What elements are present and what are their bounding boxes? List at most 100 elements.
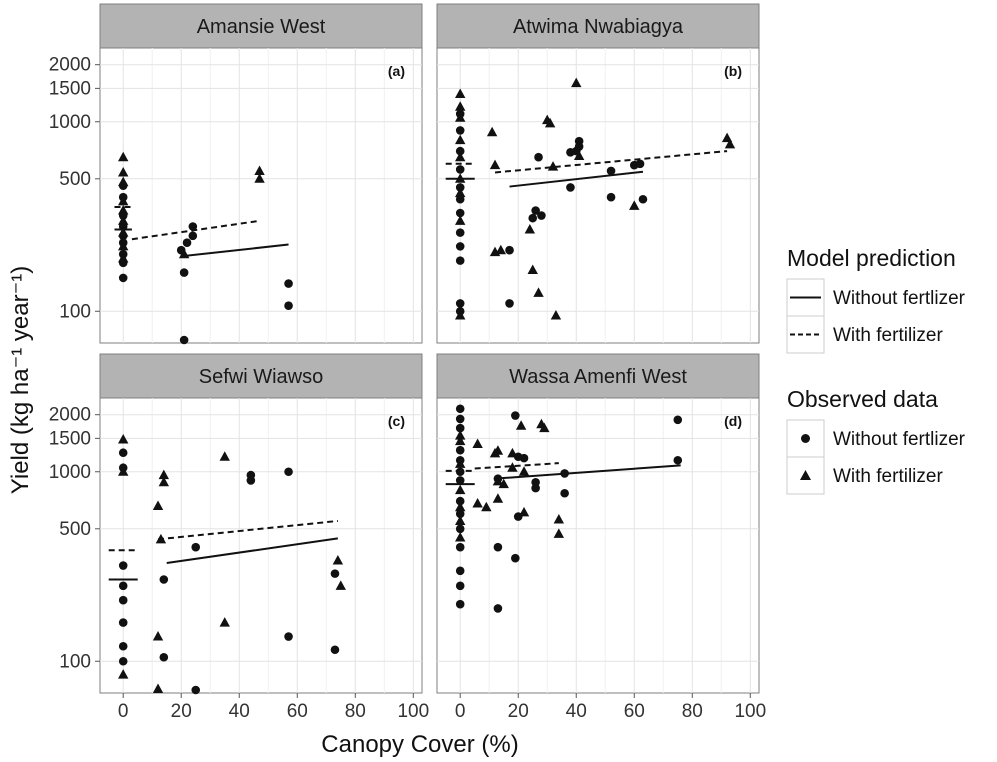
point-without-fertlizer <box>455 256 465 265</box>
point-without-fertlizer <box>188 222 198 231</box>
point-with-fertilizer <box>518 466 530 476</box>
y-tick-label: 2000 <box>49 405 91 426</box>
point-without-fertlizer <box>455 467 465 477</box>
legend-title-model-prediction: Model prediction <box>787 245 956 271</box>
point-without-fertlizer <box>566 183 575 192</box>
point-with-fertilizer <box>539 422 550 433</box>
point-with-fertilizer <box>455 173 466 183</box>
panels-layer: Amansie West (a) Atwima Nwabiagya (b) Sefwi … <box>99 3 760 695</box>
point-with-fertilizer <box>152 500 164 510</box>
point-with-fertilizer <box>118 205 129 215</box>
point-with-fertilizer <box>455 112 466 122</box>
point-with-fertilizer <box>455 430 466 440</box>
legend-key-circle-marker <box>801 434 810 443</box>
point-without-fertlizer <box>455 581 465 591</box>
point-with-fertilizer <box>254 173 265 183</box>
point-without-fertlizer <box>574 142 584 151</box>
point-with-fertilizer <box>724 138 736 149</box>
point-without-fertlizer <box>673 455 683 465</box>
point-without-fertlizer <box>284 301 293 310</box>
legend-title-observed-data: Observed data <box>787 386 938 412</box>
x-tick-label: 80 <box>345 701 366 722</box>
point-without-fertlizer <box>118 561 128 570</box>
point-without-fertlizer <box>493 542 503 552</box>
point-without-fertlizer <box>118 581 128 591</box>
point-with-fertilizer <box>455 484 466 495</box>
point-without-fertlizer <box>179 268 189 277</box>
point-with-fertilizer <box>118 195 129 206</box>
point-with-fertilizer <box>515 420 527 430</box>
point-with-fertilizer <box>533 287 544 297</box>
point-with-fertilizer <box>455 134 466 145</box>
point-with-fertilizer <box>455 435 466 446</box>
legend-item-without-fertlizer-points: Without fertlizer <box>833 429 966 450</box>
panel-strip <box>99 353 423 399</box>
point-without-fertlizer <box>455 566 465 576</box>
x-tick-label: 80 <box>682 701 703 722</box>
point-with-fertilizer <box>219 451 230 461</box>
panel-background <box>99 397 423 694</box>
point-with-fertilizer <box>492 445 504 455</box>
point-without-fertlizer <box>455 165 465 174</box>
point-with-fertilizer <box>507 462 518 472</box>
prediction-line-without-fertlizer-canopy-segment <box>166 537 339 564</box>
point-without-fertlizer <box>560 488 569 498</box>
point-without-fertlizer <box>493 604 503 613</box>
point-with-fertilizer <box>571 77 582 88</box>
point-without-fertlizer <box>118 656 128 666</box>
prediction-line-without-fertlizer-canopy-segment <box>509 170 644 188</box>
point-with-fertilizer <box>486 126 498 137</box>
point-without-fertlizer <box>330 569 340 578</box>
point-with-fertilizer <box>492 475 504 486</box>
point-with-fertilizer <box>498 478 509 489</box>
legend-item-without-fertlizer-line: Without fertlizer <box>833 288 966 309</box>
y-tick-label: 1500 <box>49 78 91 99</box>
point-without-fertlizer <box>528 213 538 223</box>
x-tick-label: 0 <box>455 701 466 722</box>
x-tick-label: 40 <box>566 701 587 722</box>
point-with-fertilizer <box>455 309 466 320</box>
point-with-fertilizer <box>118 252 129 263</box>
legend-key-triangle-marker <box>800 470 811 480</box>
panel-strip <box>436 3 760 49</box>
point-with-fertilizer <box>495 244 507 255</box>
y-tick-label: 1000 <box>49 462 91 483</box>
point-with-fertilizer <box>118 240 129 251</box>
point-with-fertilizer <box>455 88 466 99</box>
point-with-fertilizer <box>524 224 536 234</box>
prediction-line-without-fertlizer-canopy-segment <box>494 464 681 480</box>
point-without-fertlizer <box>188 231 198 241</box>
legend-item-with-fertilizer-points: With fertilizer <box>833 466 943 487</box>
point-with-fertilizer <box>155 533 167 544</box>
x-tick-label: 0 <box>118 701 129 722</box>
point-with-fertilizer <box>118 215 129 225</box>
point-without-fertlizer <box>511 411 520 420</box>
point-with-fertilizer <box>335 580 346 590</box>
legend: Model prediction Without fertlizer With … <box>786 245 966 495</box>
point-with-fertilizer <box>472 438 483 449</box>
panel-strip-title: Wassa Amenfi West <box>509 366 687 388</box>
point-with-fertilizer <box>550 309 562 320</box>
point-without-fertlizer <box>638 194 648 204</box>
point-without-fertlizer <box>118 641 128 651</box>
panel: Amansie West (a) <box>99 3 423 345</box>
point-with-fertilizer <box>455 101 466 111</box>
point-without-fertlizer <box>455 445 465 455</box>
point-without-fertlizer <box>455 476 465 485</box>
point-without-fertlizer <box>118 618 128 627</box>
panel-tag: (c) <box>388 413 405 429</box>
prediction-line-with-fertilizer-canopy-segment <box>494 150 728 174</box>
panel-tag: (b) <box>724 63 742 79</box>
point-without-fertlizer <box>537 211 546 220</box>
point-with-fertilizer <box>455 151 466 162</box>
prediction-line-without-fertlizer-canopy-segment <box>181 243 289 258</box>
point-with-fertilizer <box>547 161 559 171</box>
y-tick-label: 500 <box>59 519 91 540</box>
point-without-fertlizer <box>455 509 465 519</box>
panel-tag: (a) <box>388 63 405 79</box>
point-without-fertlizer <box>531 483 540 493</box>
x-tick-label: 100 <box>397 701 429 722</box>
point-without-fertlizer <box>118 273 128 283</box>
y-tick-label: 100 <box>59 651 91 672</box>
